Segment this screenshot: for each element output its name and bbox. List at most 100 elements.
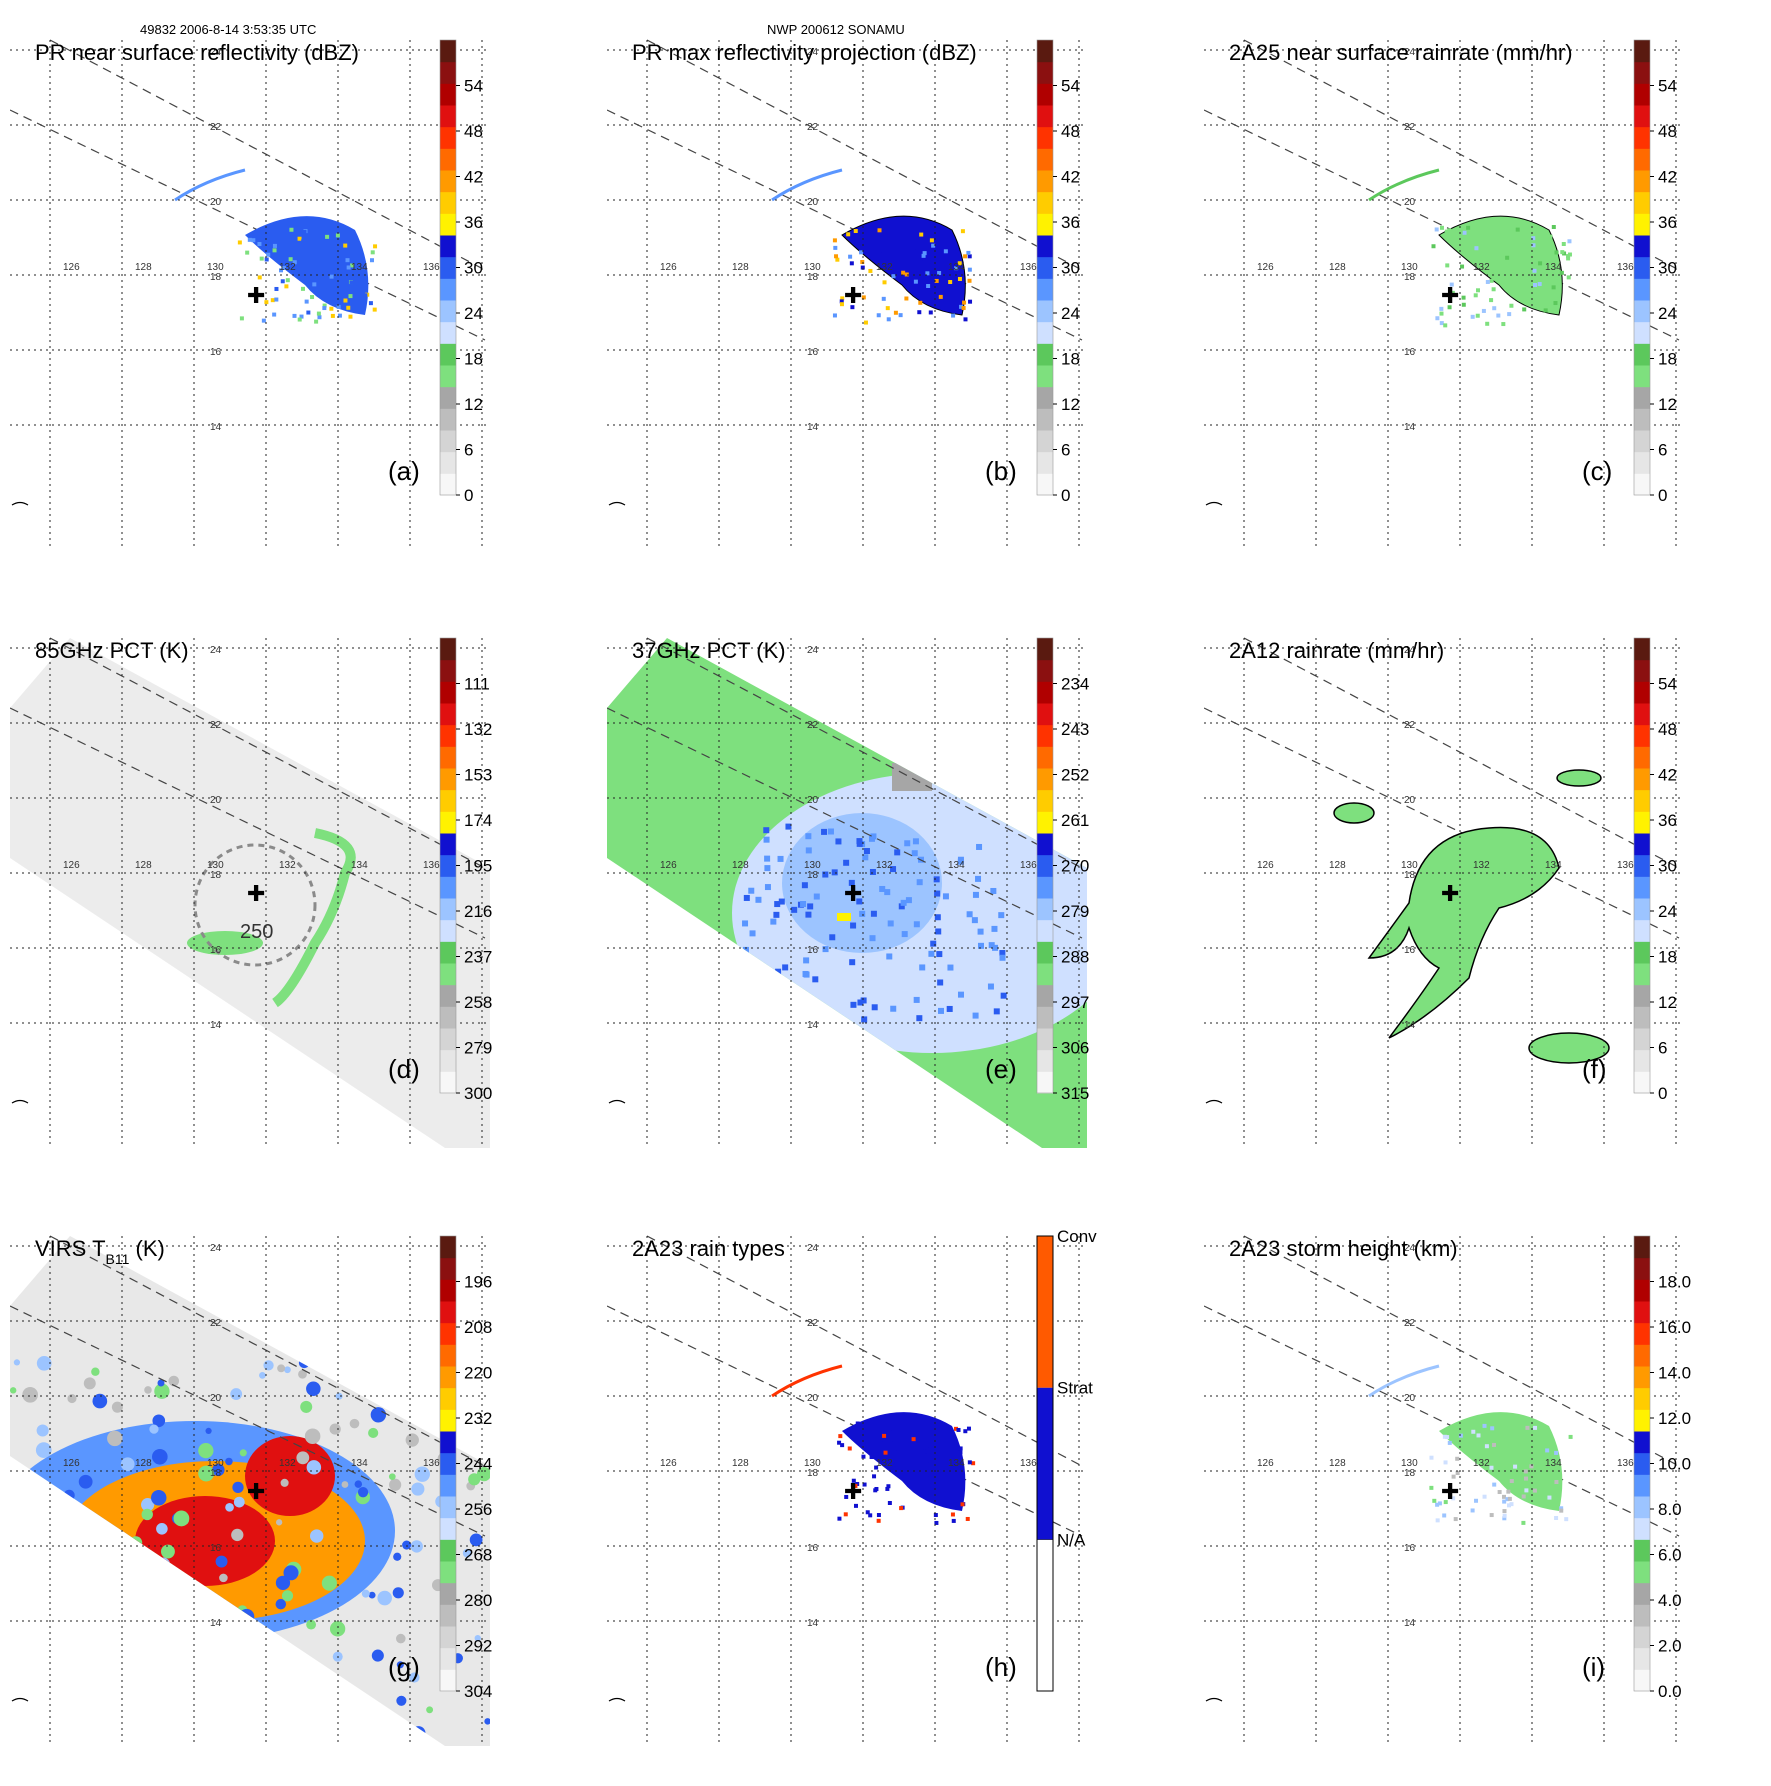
colorbar-tick: 279 (464, 1039, 492, 1058)
lon-label: 132 (279, 860, 296, 871)
lat-label: 18 (807, 272, 819, 283)
colorbar-tick: 12 (1658, 993, 1677, 1012)
colorbar-tick: 54 (464, 77, 483, 96)
colorbar-tick: 12 (464, 395, 483, 414)
colorbar-tick: 306 (1061, 1039, 1089, 1058)
lat-label: 22 (1404, 1318, 1416, 1329)
lon-label: 134 (1545, 262, 1562, 273)
lat-label: 24 (807, 1243, 819, 1254)
panel-letter: (g) (388, 1652, 420, 1682)
panel-title: VIRS TB11 (K) (35, 1236, 165, 1267)
colorbar-tick: 8.0 (1658, 1500, 1682, 1519)
panel-title: 2A25 near surface rainrate (mm/hr) (1229, 40, 1573, 65)
lat-label: 16 (210, 1543, 222, 1554)
latlon-grid-g: 126 128 130 132 134 136 24 22 20 18 16 14 (10, 1236, 490, 1746)
lon-label: 128 (1329, 262, 1346, 273)
colorbar-tick: 30 (1061, 259, 1080, 278)
coastline-icon (608, 1099, 626, 1104)
lon-label: 126 (63, 262, 80, 273)
colorbar-tick: 288 (1061, 948, 1089, 967)
lon-label: 128 (732, 1458, 749, 1469)
panel-letter: (e) (985, 1054, 1017, 1084)
lat-label: 20 (807, 197, 819, 208)
lat-label: 14 (210, 422, 222, 433)
panel-letter: (i) (1582, 1652, 1605, 1682)
lat-label: 24 (807, 47, 819, 58)
lon-label: 130 (207, 262, 224, 273)
colorbar-tick: 196 (464, 1273, 492, 1292)
lon-label: 128 (732, 262, 749, 273)
rain-feature-h (771, 1364, 976, 1525)
colorbar-tick: 0 (1658, 1084, 1667, 1103)
lon-label: 130 (207, 1458, 224, 1469)
colorbar-g: 304 292 280 268 256 244 232 220 208 196 (439, 1235, 492, 1701)
swath-edges-a (10, 39, 486, 341)
swath-edges-b (607, 39, 1083, 341)
storm-center-icon: ✚ (844, 284, 862, 309)
colorbar-tick: 54 (1658, 77, 1677, 96)
colorbar-tick: 243 (1061, 720, 1089, 739)
lon-label: 134 (351, 262, 368, 273)
colorbar-tick: 111 (464, 675, 490, 694)
lon-label: 128 (135, 262, 152, 273)
colorbar-tick: 208 (464, 1318, 492, 1337)
colorbar-tick: 261 (1061, 811, 1089, 830)
storm-center-icon: ✚ (247, 284, 265, 309)
colorbar-tick: 18 (464, 350, 483, 369)
lat-label: 18 (210, 1468, 222, 1479)
lon-label: 130 (804, 860, 821, 871)
lon-label: 136 (1617, 860, 1634, 871)
lon-label: 136 (423, 1458, 440, 1469)
colorbar-tick: 24 (1658, 902, 1677, 921)
lat-label: 14 (1404, 422, 1416, 433)
lon-label: 134 (948, 262, 965, 273)
swath-edges-h (607, 1235, 1083, 1537)
lat-label: 20 (1404, 1393, 1416, 1404)
lat-label: 14 (807, 1020, 819, 1031)
swath-edges-e (607, 637, 1083, 939)
lat-label: 16 (807, 1543, 819, 1554)
colorbar-tick: 16.0 (1658, 1318, 1691, 1337)
lat-label: 22 (210, 720, 222, 731)
lat-label: 14 (1404, 1618, 1416, 1629)
colorbar-c: 0 6 12 18 24 30 36 42 48 54 (1633, 39, 1677, 505)
storm-center-icon: ✚ (844, 882, 862, 907)
colorbar-tick: 6 (464, 441, 473, 460)
lon-label: 126 (1257, 262, 1274, 273)
lat-label: 20 (1404, 197, 1416, 208)
colorbar-tick: 279 (1061, 902, 1089, 921)
lon-label: 132 (279, 1458, 296, 1469)
panel-svg-i: 126 128 130 132 134 136 24 22 20 18 16 14 ✚ 2A23 stor… (1204, 1235, 1691, 1746)
lon-label: 126 (660, 860, 677, 871)
lat-label: 18 (807, 1468, 819, 1479)
lon-label: 134 (1545, 1458, 1562, 1469)
lon-label: 130 (1401, 1458, 1418, 1469)
coastline-icon (608, 501, 626, 506)
colorbar-tick: 12 (1061, 395, 1080, 414)
swath-edges-g (10, 1235, 486, 1537)
lat-label: 16 (210, 347, 222, 358)
colorbar-tick: 304 (464, 1682, 492, 1701)
lat-label: 20 (210, 1393, 222, 1404)
lon-label: 134 (1545, 860, 1562, 871)
colorbar-h: N/A Strat Conv (1036, 1227, 1097, 1692)
colorbar-tick: 48 (1658, 720, 1677, 739)
lat-label: 22 (1404, 720, 1416, 731)
colorbar-tick: 132 (464, 720, 492, 739)
colorbar-tick: 244 (464, 1455, 492, 1474)
colorbar-tick: 258 (464, 993, 492, 1012)
lat-label: 16 (1404, 347, 1416, 358)
colorbar-tick: N/A (1057, 1530, 1086, 1549)
colorbar-tick: 48 (1061, 122, 1080, 141)
panel-b: 126 128 130 132 134 136 24 22 20 18 16 14 ✚ PR max re… (607, 30, 1127, 590)
lon-label: 126 (660, 1458, 677, 1469)
colorbar-tick: 270 (1061, 857, 1089, 876)
lon-label: 132 (1473, 262, 1490, 273)
colorbar-tick: 30 (1658, 857, 1677, 876)
panel-letter: (b) (985, 456, 1017, 486)
lon-label: 128 (732, 860, 749, 871)
panel-svg-g: 126 128 130 132 134 136 24 22 20 18 16 14 ✚ VIRS TB11… (10, 1235, 492, 1746)
colorbar-tick: 4.0 (1658, 1591, 1682, 1610)
